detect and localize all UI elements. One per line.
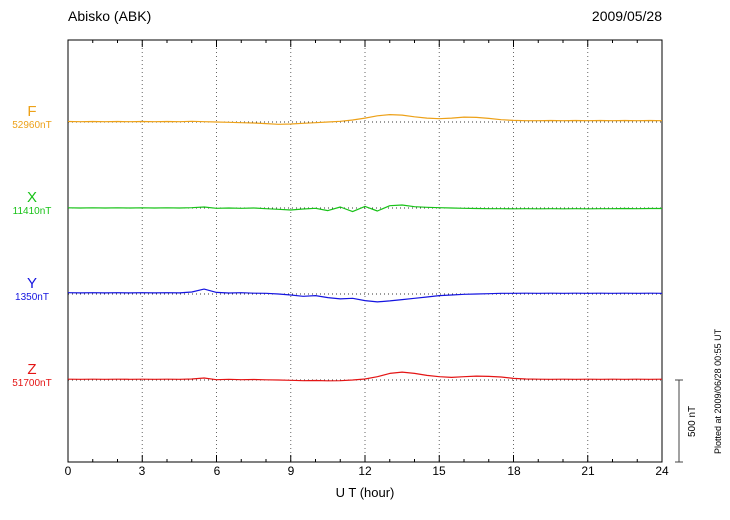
plotted-at-note: Plotted at 2009/06/28 00:55 UT [713, 328, 723, 455]
series-name-f: F [27, 103, 37, 120]
axis-ticks [67, 40, 663, 462]
baselines [68, 121, 662, 381]
trace-F [67, 113, 663, 125]
series-baseline-f: 52960nT [12, 120, 52, 131]
gridlines [141, 40, 589, 462]
series-name-z: Z [27, 361, 37, 378]
series-baseline-z: 51700nT [12, 378, 52, 389]
trace-Y [67, 288, 663, 303]
series-label-y: Y 1350nT [2, 276, 62, 304]
plot-date: 2009/05/28 [591, 8, 662, 24]
x-tick-24: 24 [655, 464, 669, 478]
series-name-x: X [26, 189, 37, 206]
x-axis-label: U T (hour) [335, 485, 395, 500]
axis-box [67, 39, 663, 463]
series-baseline-y: 1350nT [15, 292, 49, 303]
x-tick-15: 15 [432, 464, 446, 478]
series-label-x: X 11410nT [2, 190, 62, 218]
x-tick-18: 18 [507, 464, 521, 478]
x-tick-6: 6 [213, 464, 221, 478]
scale-bar-label: 500 nT [687, 405, 698, 437]
series-label-z: Z 51700nT [2, 362, 62, 390]
series-label-f: F 52960nT [2, 104, 62, 132]
series-baseline-x: 11410nT [12, 206, 52, 217]
x-tick-0: 0 [64, 464, 72, 478]
x-tick-3: 3 [138, 464, 146, 478]
x-tick-21: 21 [581, 464, 595, 478]
trace-Z [67, 371, 663, 382]
x-tick-9: 9 [287, 464, 295, 478]
station-title: Abisko (ABK) [68, 8, 152, 24]
series-name-y: Y [26, 275, 37, 292]
x-tick-12: 12 [358, 464, 372, 478]
traces [67, 113, 663, 382]
trace-X [67, 204, 662, 213]
scale-bar [675, 379, 683, 463]
